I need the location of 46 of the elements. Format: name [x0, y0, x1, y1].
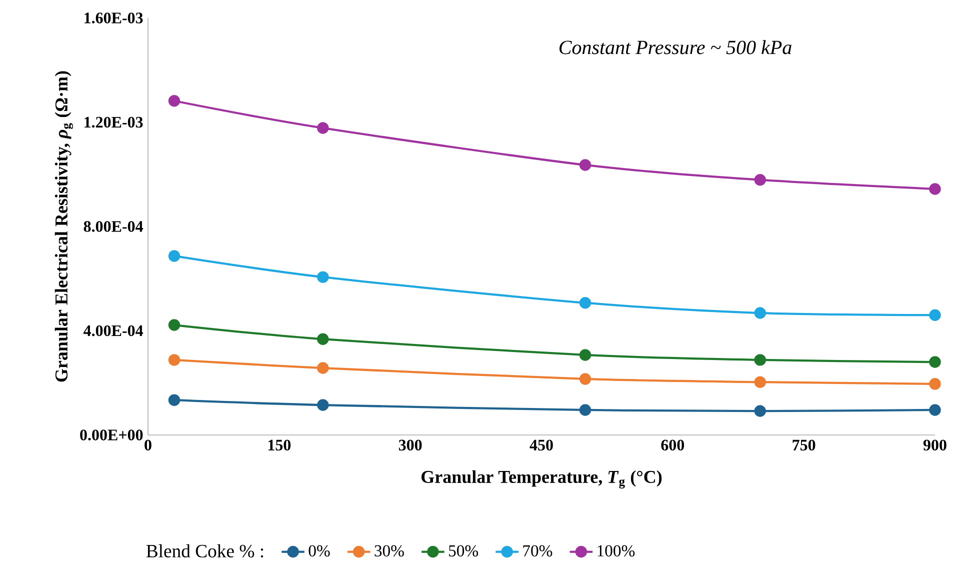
legend-label: 70% [523, 545, 552, 557]
point [579, 373, 592, 385]
annotation: Constant Pressure ~ 500 kPa [560, 40, 792, 54]
y-tick-label: 8.00E-04 [84, 221, 143, 232]
point [754, 376, 766, 388]
y-axis-title: Granular Electrical Resistivity, ρ$_{g}$ (Ω·m) [54, 71, 74, 382]
point [168, 319, 180, 331]
legend-label: 50% [449, 545, 478, 557]
point [168, 95, 180, 107]
y-tick-label: 4.00E-04 [84, 325, 143, 336]
y-tick-label: 1.60E-03 [84, 12, 143, 24]
point [754, 405, 766, 417]
point [317, 122, 329, 134]
point [929, 356, 941, 368]
legend-label: 0% [308, 545, 330, 557]
legend-label: 100% [598, 545, 635, 557]
x-axis-title: Granular Temperature, T$_{g}$ (°C) [422, 470, 662, 488]
x-tick-label: 450 [530, 440, 553, 450]
point [754, 174, 766, 186]
x-tick-label: 150 [268, 440, 291, 450]
point [579, 159, 592, 171]
point [317, 362, 329, 374]
x-tick-label: 0 [144, 440, 152, 450]
x-tick-label: 300 [398, 440, 422, 450]
point [929, 309, 941, 321]
x-tick-label: 900 [923, 440, 946, 450]
point [579, 349, 592, 361]
point [317, 271, 329, 283]
point [754, 354, 766, 366]
point [317, 333, 329, 345]
point [929, 378, 941, 390]
point [168, 354, 180, 366]
legend-title: Blend Coke % : [146, 544, 264, 558]
x-tick-label: 600 [661, 440, 684, 450]
point [579, 296, 592, 309]
y-tick-label: 0.00E+00 [80, 430, 143, 440]
point [929, 404, 941, 416]
point [754, 307, 766, 319]
point [579, 404, 592, 416]
point [168, 394, 180, 406]
y-tick-label: 1.20E-03 [84, 116, 143, 128]
point [168, 250, 180, 262]
legend-label: 30% [374, 545, 404, 557]
x-tick-label: 750 [792, 440, 816, 450]
point [929, 183, 941, 195]
point [317, 399, 329, 411]
